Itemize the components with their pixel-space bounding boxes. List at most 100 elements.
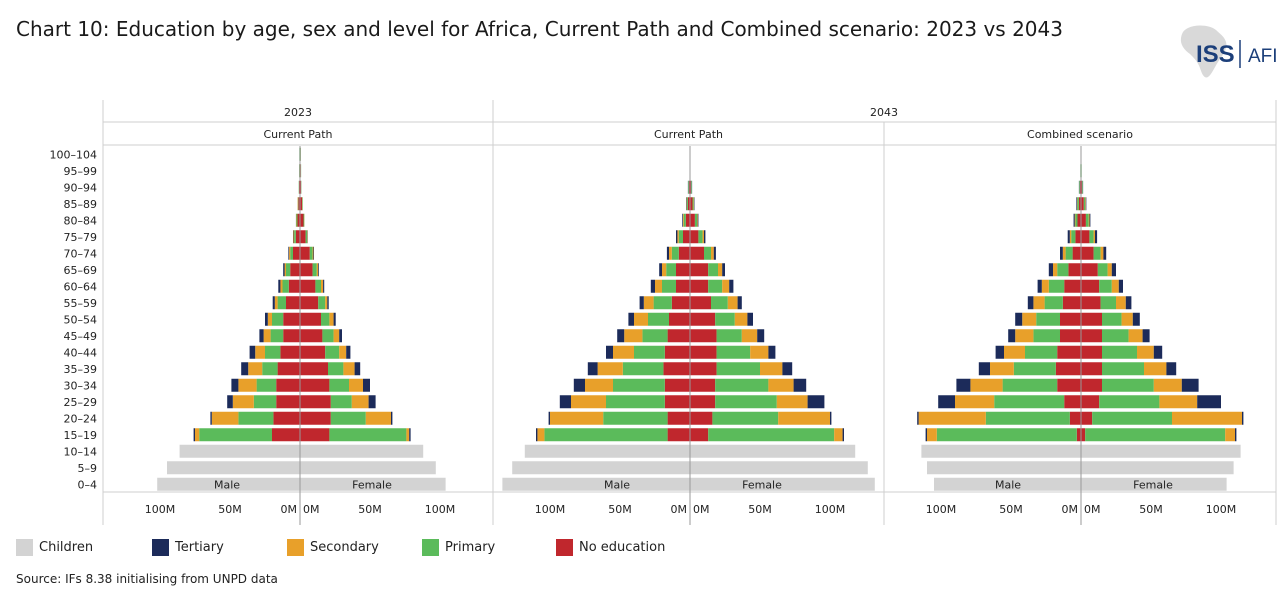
bar-primary-male	[985, 411, 1070, 425]
bar-no-education-male	[678, 246, 690, 260]
bar-no-education-female	[690, 428, 709, 442]
bar-no-education-male	[1060, 329, 1081, 343]
bar-secondary-male	[624, 329, 643, 343]
bar-secondary-female	[1088, 213, 1090, 227]
bar-no-education-male	[667, 428, 690, 442]
bar-no-education-male	[1062, 296, 1081, 310]
bar-no-education-male	[1055, 362, 1081, 376]
bar-no-education-male	[1076, 428, 1081, 442]
female-label: Female	[352, 478, 392, 491]
bar-no-education-female	[1081, 246, 1094, 260]
bar-tertiary-female	[323, 279, 325, 293]
bar-primary-female	[325, 345, 340, 359]
bar-no-education-female	[300, 296, 319, 310]
bar-tertiary-male	[995, 345, 1004, 359]
bar-primary-male	[613, 378, 665, 392]
bar-primary-female	[322, 329, 334, 343]
bar-children-male	[157, 477, 300, 491]
bar-primary-male	[1075, 213, 1078, 227]
bar-primary-male	[634, 345, 665, 359]
age-label: 40–44	[64, 346, 98, 359]
bar-secondary-male	[293, 230, 295, 244]
bar-primary-male	[686, 197, 688, 211]
bar-tertiary-male	[925, 428, 927, 442]
bar-primary-female	[1102, 329, 1129, 343]
bar-secondary-female	[711, 246, 714, 260]
legend-item-no-education: No education	[556, 537, 665, 557]
bar-primary-male	[277, 296, 286, 310]
bar-tertiary-male	[283, 263, 285, 277]
bar-secondary-male	[274, 296, 278, 310]
bar-tertiary-male	[956, 378, 971, 392]
age-label: 25–29	[64, 396, 98, 409]
bar-secondary-male	[211, 411, 239, 425]
bar-tertiary-female	[1235, 428, 1237, 442]
bar-secondary-female	[325, 296, 328, 310]
bar-tertiary-male	[978, 362, 990, 376]
bar-tertiary-male	[231, 378, 239, 392]
bar-children-male	[927, 461, 1081, 475]
legend-swatch	[287, 538, 304, 556]
age-label: 5–9	[78, 462, 98, 475]
bar-primary-male	[1048, 279, 1065, 293]
bar-primary-female	[711, 296, 728, 310]
age-label: 15–19	[64, 429, 98, 442]
bar-tertiary-male	[278, 279, 281, 293]
age-label: 45–49	[64, 330, 98, 343]
bar-tertiary-male	[210, 411, 212, 425]
bar-no-education-female	[300, 180, 302, 194]
bar-primary-male	[1033, 329, 1060, 343]
bar-secondary-female	[1107, 263, 1112, 277]
bar-secondary-male	[248, 362, 263, 376]
bar-no-education-female	[300, 230, 306, 244]
bar-primary-female	[1102, 345, 1137, 359]
bar-no-education-female	[1081, 395, 1100, 409]
bar-tertiary-female	[1089, 213, 1091, 227]
bar-tertiary-male	[288, 246, 290, 260]
bar-secondary-female	[734, 312, 748, 326]
bar-no-education-female	[690, 279, 709, 293]
bar-no-education-male	[276, 378, 300, 392]
bar-tertiary-female	[327, 296, 329, 310]
bar-secondary-female	[1085, 197, 1086, 211]
bar-children-male	[512, 461, 690, 475]
bar-no-education-male	[1060, 312, 1081, 326]
bar-secondary-male	[970, 378, 1003, 392]
bar-secondary-male	[537, 428, 545, 442]
bar-primary-female	[329, 428, 407, 442]
bar-secondary-male	[990, 362, 1014, 376]
bar-tertiary-female	[713, 246, 716, 260]
bar-secondary-male	[585, 378, 613, 392]
age-label: 55–59	[64, 297, 98, 310]
bar-no-education-male	[295, 230, 300, 244]
iss-afi-logo: ISS AFI	[1176, 22, 1288, 82]
age-label: 65–69	[64, 264, 98, 277]
bar-primary-female	[704, 246, 711, 260]
bar-tertiary-female	[1085, 197, 1087, 211]
bar-primary-male	[603, 411, 668, 425]
bar-secondary-female	[1225, 428, 1235, 442]
bar-primary-female	[1092, 411, 1172, 425]
x-tick-label: 50M	[1139, 503, 1163, 516]
legend-item-tertiary: Tertiary	[152, 537, 224, 557]
bar-no-education-female	[1081, 263, 1098, 277]
bar-no-education-female	[690, 230, 699, 244]
bar-primary-female	[303, 213, 305, 227]
bar-primary-female	[305, 230, 307, 244]
bar-primary-female	[318, 296, 326, 310]
bar-no-education-male	[688, 180, 690, 194]
bar-secondary-female	[697, 213, 698, 227]
bar-tertiary-female	[757, 329, 765, 343]
bar-primary-male	[936, 428, 1077, 442]
bar-tertiary-female	[747, 312, 753, 326]
bar-primary-female	[698, 230, 703, 244]
bar-secondary-female	[365, 411, 391, 425]
bar-secondary-female	[1144, 362, 1167, 376]
bar-children-female	[1081, 477, 1227, 491]
x-tick-label: 0M	[303, 503, 320, 516]
bar-tertiary-male	[259, 329, 264, 343]
bar-no-education-female	[1081, 411, 1093, 425]
bar-secondary-female	[778, 411, 830, 425]
bar-tertiary-female	[722, 263, 725, 277]
bar-no-education-male	[1079, 180, 1081, 194]
